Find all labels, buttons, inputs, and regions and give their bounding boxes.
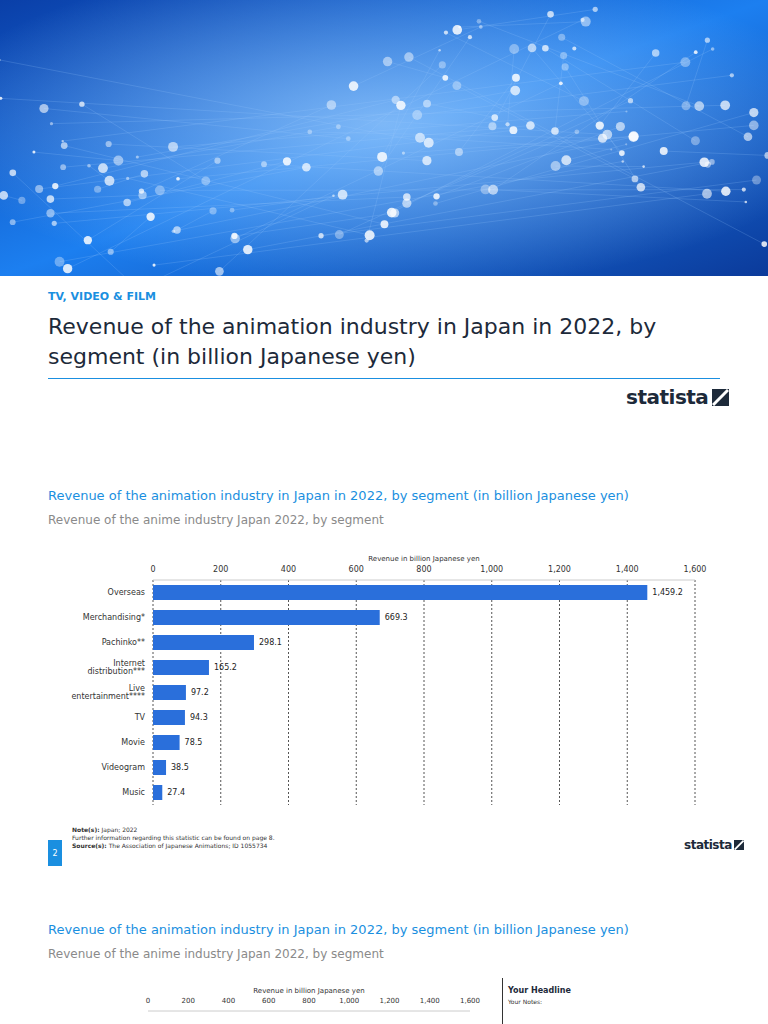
html-text:statista: statista [684, 838, 732, 852]
svg-text:Merchandising*: Merchandising* [83, 613, 145, 622]
html-text:2: 2 [52, 848, 58, 858]
svg-text:800: 800 [302, 997, 315, 1005]
svg-text:1,000: 1,000 [339, 997, 359, 1005]
html-text:Revenue of the anime industry: Revenue of the anime industry Japan 2022… [48, 513, 384, 527]
html-text:Revenue of the anime industry: Revenue of the anime industry Japan 2022… [48, 947, 384, 961]
svg-text:1,459.2: 1,459.2 [652, 588, 683, 597]
svg-text:1,000: 1,000 [480, 565, 503, 574]
svg-text:1,200: 1,200 [548, 565, 571, 574]
html-text:Your Headline: Your Headline [508, 986, 571, 995]
html-text:TV, VIDEO & FILM: TV, VIDEO & FILM [48, 290, 156, 303]
svg-text:94.3: 94.3 [190, 713, 208, 722]
svg-text:Internetdistribution***: Internetdistribution*** [87, 659, 145, 676]
svg-text:200: 200 [182, 997, 195, 1005]
svg-text:Music: Music [122, 788, 145, 797]
svg-text:TV: TV [134, 713, 146, 722]
svg-text:0: 0 [150, 565, 155, 574]
html-text:Note(s): Japan; 2022: Note(s): Japan; 2022 [72, 826, 138, 833]
html-text:Revenue of the animation indus: Revenue of the animation industry in Jap… [48, 314, 657, 369]
html-text:Revenue in billion Japanese ye: Revenue in billion Japanese yen [368, 555, 480, 563]
svg-text:800: 800 [416, 565, 431, 574]
svg-text:1,400: 1,400 [616, 565, 639, 574]
html-text:Revenue in billion Japanese ye: Revenue in billion Japanese yen [253, 987, 365, 995]
html-text:Your Notes:: Your Notes: [508, 998, 543, 1005]
svg-text:1,600: 1,600 [684, 565, 707, 574]
svg-text:200: 200 [213, 565, 228, 574]
html-text:Further information regarding: Further information regarding this stati… [72, 834, 275, 841]
svg-text:1,400: 1,400 [420, 997, 440, 1005]
html-text:Revenue of the animation indus: Revenue of the animation industry in Jap… [48, 922, 629, 937]
svg-text:Pachinko**: Pachinko** [102, 638, 145, 647]
html-text:statista: statista [626, 385, 709, 409]
svg-text:600: 600 [349, 565, 364, 574]
html-text:Source(s): The Association of: Source(s): The Association of Japanese A… [72, 842, 268, 849]
svg-text:97.2: 97.2 [191, 688, 209, 697]
svg-text:0: 0 [146, 997, 150, 1005]
svg-text:400: 400 [222, 997, 235, 1005]
svg-text:1,600: 1,600 [460, 997, 480, 1005]
svg-text:400: 400 [281, 565, 296, 574]
svg-text:Movie: Movie [121, 738, 145, 747]
svg-text:669.3: 669.3 [385, 613, 408, 622]
svg-text:Videogram: Videogram [102, 763, 146, 772]
svg-text:600: 600 [262, 997, 275, 1005]
html-text:Revenue of the animation indus: Revenue of the animation industry in Jap… [48, 488, 629, 503]
svg-text:1,200: 1,200 [379, 997, 399, 1005]
svg-text:Overseas: Overseas [108, 588, 145, 597]
svg-text:38.5: 38.5 [171, 763, 189, 772]
svg-text:165.2: 165.2 [214, 663, 237, 672]
svg-text:Liveentertainment****: Liveentertainment**** [71, 684, 145, 701]
svg-text:298.1: 298.1 [259, 638, 282, 647]
svg-text:78.5: 78.5 [185, 738, 203, 747]
svg-text:27.4: 27.4 [167, 788, 185, 797]
